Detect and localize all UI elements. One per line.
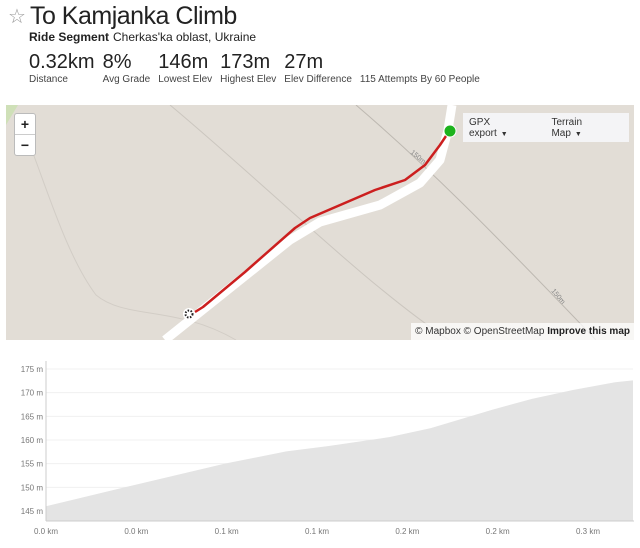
improve-map-link[interactable]: Improve this map <box>547 326 630 337</box>
start-marker-icon <box>443 124 457 138</box>
stat-value: 27m <box>284 51 324 73</box>
stat-label: Elev Difference <box>284 74 352 85</box>
segment-map[interactable]: 150m 150m + − GPX export ▼ Terrain Map ▼ ©… <box>6 105 634 340</box>
gpx-export-dropdown[interactable]: GPX export ▼ <box>469 117 531 139</box>
zoom-controls: + − <box>14 113 36 156</box>
page-title: To Kamjanka Climb <box>29 2 237 30</box>
elevation-area <box>46 380 633 521</box>
contour-line <box>169 105 450 340</box>
caret-down-icon: ▼ <box>574 130 582 138</box>
stat-value: 8% <box>102 51 132 73</box>
x-tick-label: 0.0 km <box>34 527 58 536</box>
terrain-map-dropdown[interactable]: Terrain Map ▼ <box>551 117 615 139</box>
contour-label: 150m <box>409 149 427 166</box>
y-tick-label: 170 m <box>21 389 44 398</box>
star-icon[interactable]: ☆ <box>8 5 26 28</box>
stat-distance: 0.32km Distance <box>29 50 95 85</box>
stat-label: Highest Elev <box>220 74 277 85</box>
x-tick-label: 0.0 km <box>124 527 148 536</box>
caret-down-icon: ▼ <box>500 130 508 138</box>
contour-label: 150m <box>549 288 566 306</box>
zoom-in-button[interactable]: + <box>15 114 35 135</box>
y-tick-label: 165 m <box>21 412 44 421</box>
segment-header: ☆ To Kamjanka Climb <box>8 2 237 31</box>
y-tick-label: 155 m <box>21 460 44 469</box>
osm-link[interactable]: © OpenStreetMap <box>463 326 545 337</box>
stat-value: 0.32km <box>29 51 95 73</box>
segment-type: Ride Segment <box>29 30 110 44</box>
stat-lowest-elev: 146m Lowest Elev <box>158 50 212 85</box>
stat-label: Distance <box>29 74 68 85</box>
mapbox-link[interactable]: © Mapbox <box>415 326 461 337</box>
stat-highest-elev: 173m Highest Elev <box>220 50 276 85</box>
stat-label: Avg Grade <box>102 74 151 85</box>
x-tick-label: 0.2 km <box>395 527 419 536</box>
map-controls: GPX export ▼ Terrain Map ▼ <box>463 113 629 142</box>
segment-subtitle: Ride Segment Cherkas'ka oblast, Ukraine <box>29 30 256 44</box>
stats-row: 0.32km Distance 8% Avg Grade 146m Lowest El… <box>29 50 480 85</box>
green-area <box>6 105 18 125</box>
y-tick-label: 175 m <box>21 365 44 374</box>
y-tick-label: 145 m <box>21 507 44 516</box>
contour-line <box>25 134 237 340</box>
stat-value: 173m <box>220 51 271 73</box>
map-canvas: 150m 150m <box>6 105 597 340</box>
x-tick-label: 0.1 km <box>215 527 239 536</box>
finish-flag-icon <box>183 308 195 320</box>
attempts-count: 115 Attempts By 60 People <box>359 74 480 85</box>
terrain-map-label: Terrain Map <box>551 116 583 139</box>
stat-value: 146m <box>158 51 209 73</box>
zoom-out-button[interactable]: − <box>20 137 30 153</box>
map-attribution: © Mapbox © OpenStreetMap Improve this ma… <box>411 323 634 340</box>
stat-elev-difference: 27m Elev Difference <box>284 50 352 85</box>
elevation-chart: 145 m 150 m 155 m 160 m 165 m 170 m 175 m 0.0 k… <box>21 361 634 536</box>
contour-line <box>355 105 597 340</box>
x-tick-label: 0.1 km <box>305 527 329 536</box>
x-tick-label: 0.2 km <box>486 527 510 536</box>
gpx-export-label: GPX export <box>469 116 497 139</box>
segment-route <box>194 129 452 314</box>
segment-location: Cherkas'ka oblast, Ukraine <box>113 30 257 44</box>
y-tick-label: 150 m <box>21 483 44 492</box>
y-tick-label: 160 m <box>21 436 44 445</box>
road <box>162 105 457 340</box>
stat-avg-grade: 8% Avg Grade <box>103 50 151 85</box>
stat-label: Lowest Elev <box>158 74 213 85</box>
x-tick-label: 0.3 km <box>576 527 600 536</box>
